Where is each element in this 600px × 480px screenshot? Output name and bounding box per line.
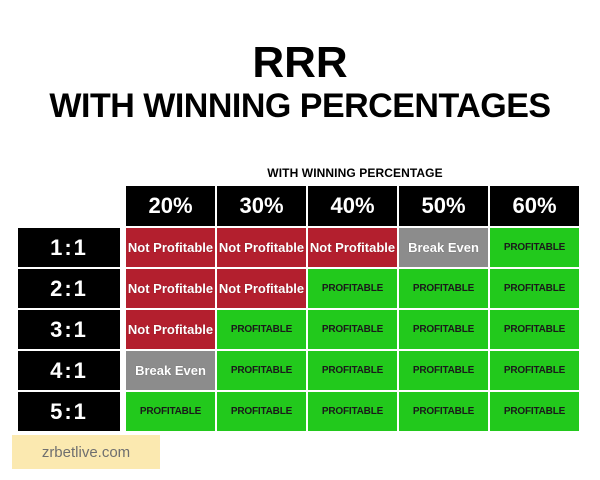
table-cell: PROFITABLE [308, 269, 397, 308]
table-cell: Not Profitable [308, 228, 397, 267]
column-header-60: 60% [490, 186, 579, 226]
table-cell: PROFITABLE [399, 269, 488, 308]
page-subtitle: WITH WINNING PERCENTAGES [49, 87, 551, 125]
table-cell: PROFITABLE [490, 392, 579, 431]
table-cell: PROFITABLE [217, 351, 306, 390]
column-header-20: 20% [126, 186, 215, 226]
table-cell: PROFITABLE [490, 310, 579, 349]
table-cell: Not Profitable [126, 228, 215, 267]
table-cell: PROFITABLE [399, 310, 488, 349]
row-header-2-1: 2:1 [18, 269, 120, 308]
row-header-4-1: 4:1 [18, 351, 120, 390]
table-cell: PROFITABLE [399, 392, 488, 431]
table-cell: Not Profitable [217, 228, 306, 267]
table-cell: PROFITABLE [308, 392, 397, 431]
row-header-3-1: 3:1 [18, 310, 120, 349]
row-header-5-1: 5:1 [18, 392, 120, 431]
table-cell: Break Even [126, 351, 215, 390]
table-cell: PROFITABLE [308, 310, 397, 349]
table-cell: PROFITABLE [490, 228, 579, 267]
watermark-label: zrbetlive.com [12, 435, 160, 469]
table-cell: PROFITABLE [126, 392, 215, 431]
table-cell: PROFITABLE [490, 351, 579, 390]
rrr-table: 20% 30% 40% 50% 60% 1:1 Not Profitable N… [18, 186, 579, 431]
table-cell: PROFITABLE [308, 351, 397, 390]
table-cell: Not Profitable [126, 269, 215, 308]
page-title: RRR [252, 38, 348, 87]
table-subheader: WITH WINNING PERCENTAGE [267, 166, 443, 180]
table-cell: Break Even [399, 228, 488, 267]
table-cell: PROFITABLE [490, 269, 579, 308]
table-cell: Not Profitable [126, 310, 215, 349]
table-corner [18, 186, 124, 226]
column-header-40: 40% [308, 186, 397, 226]
table-cell: Not Profitable [217, 269, 306, 308]
table-cell: PROFITABLE [217, 392, 306, 431]
column-header-50: 50% [399, 186, 488, 226]
row-header-1-1: 1:1 [18, 228, 120, 267]
table-cell: PROFITABLE [217, 310, 306, 349]
table-cell: PROFITABLE [399, 351, 488, 390]
column-header-30: 30% [217, 186, 306, 226]
